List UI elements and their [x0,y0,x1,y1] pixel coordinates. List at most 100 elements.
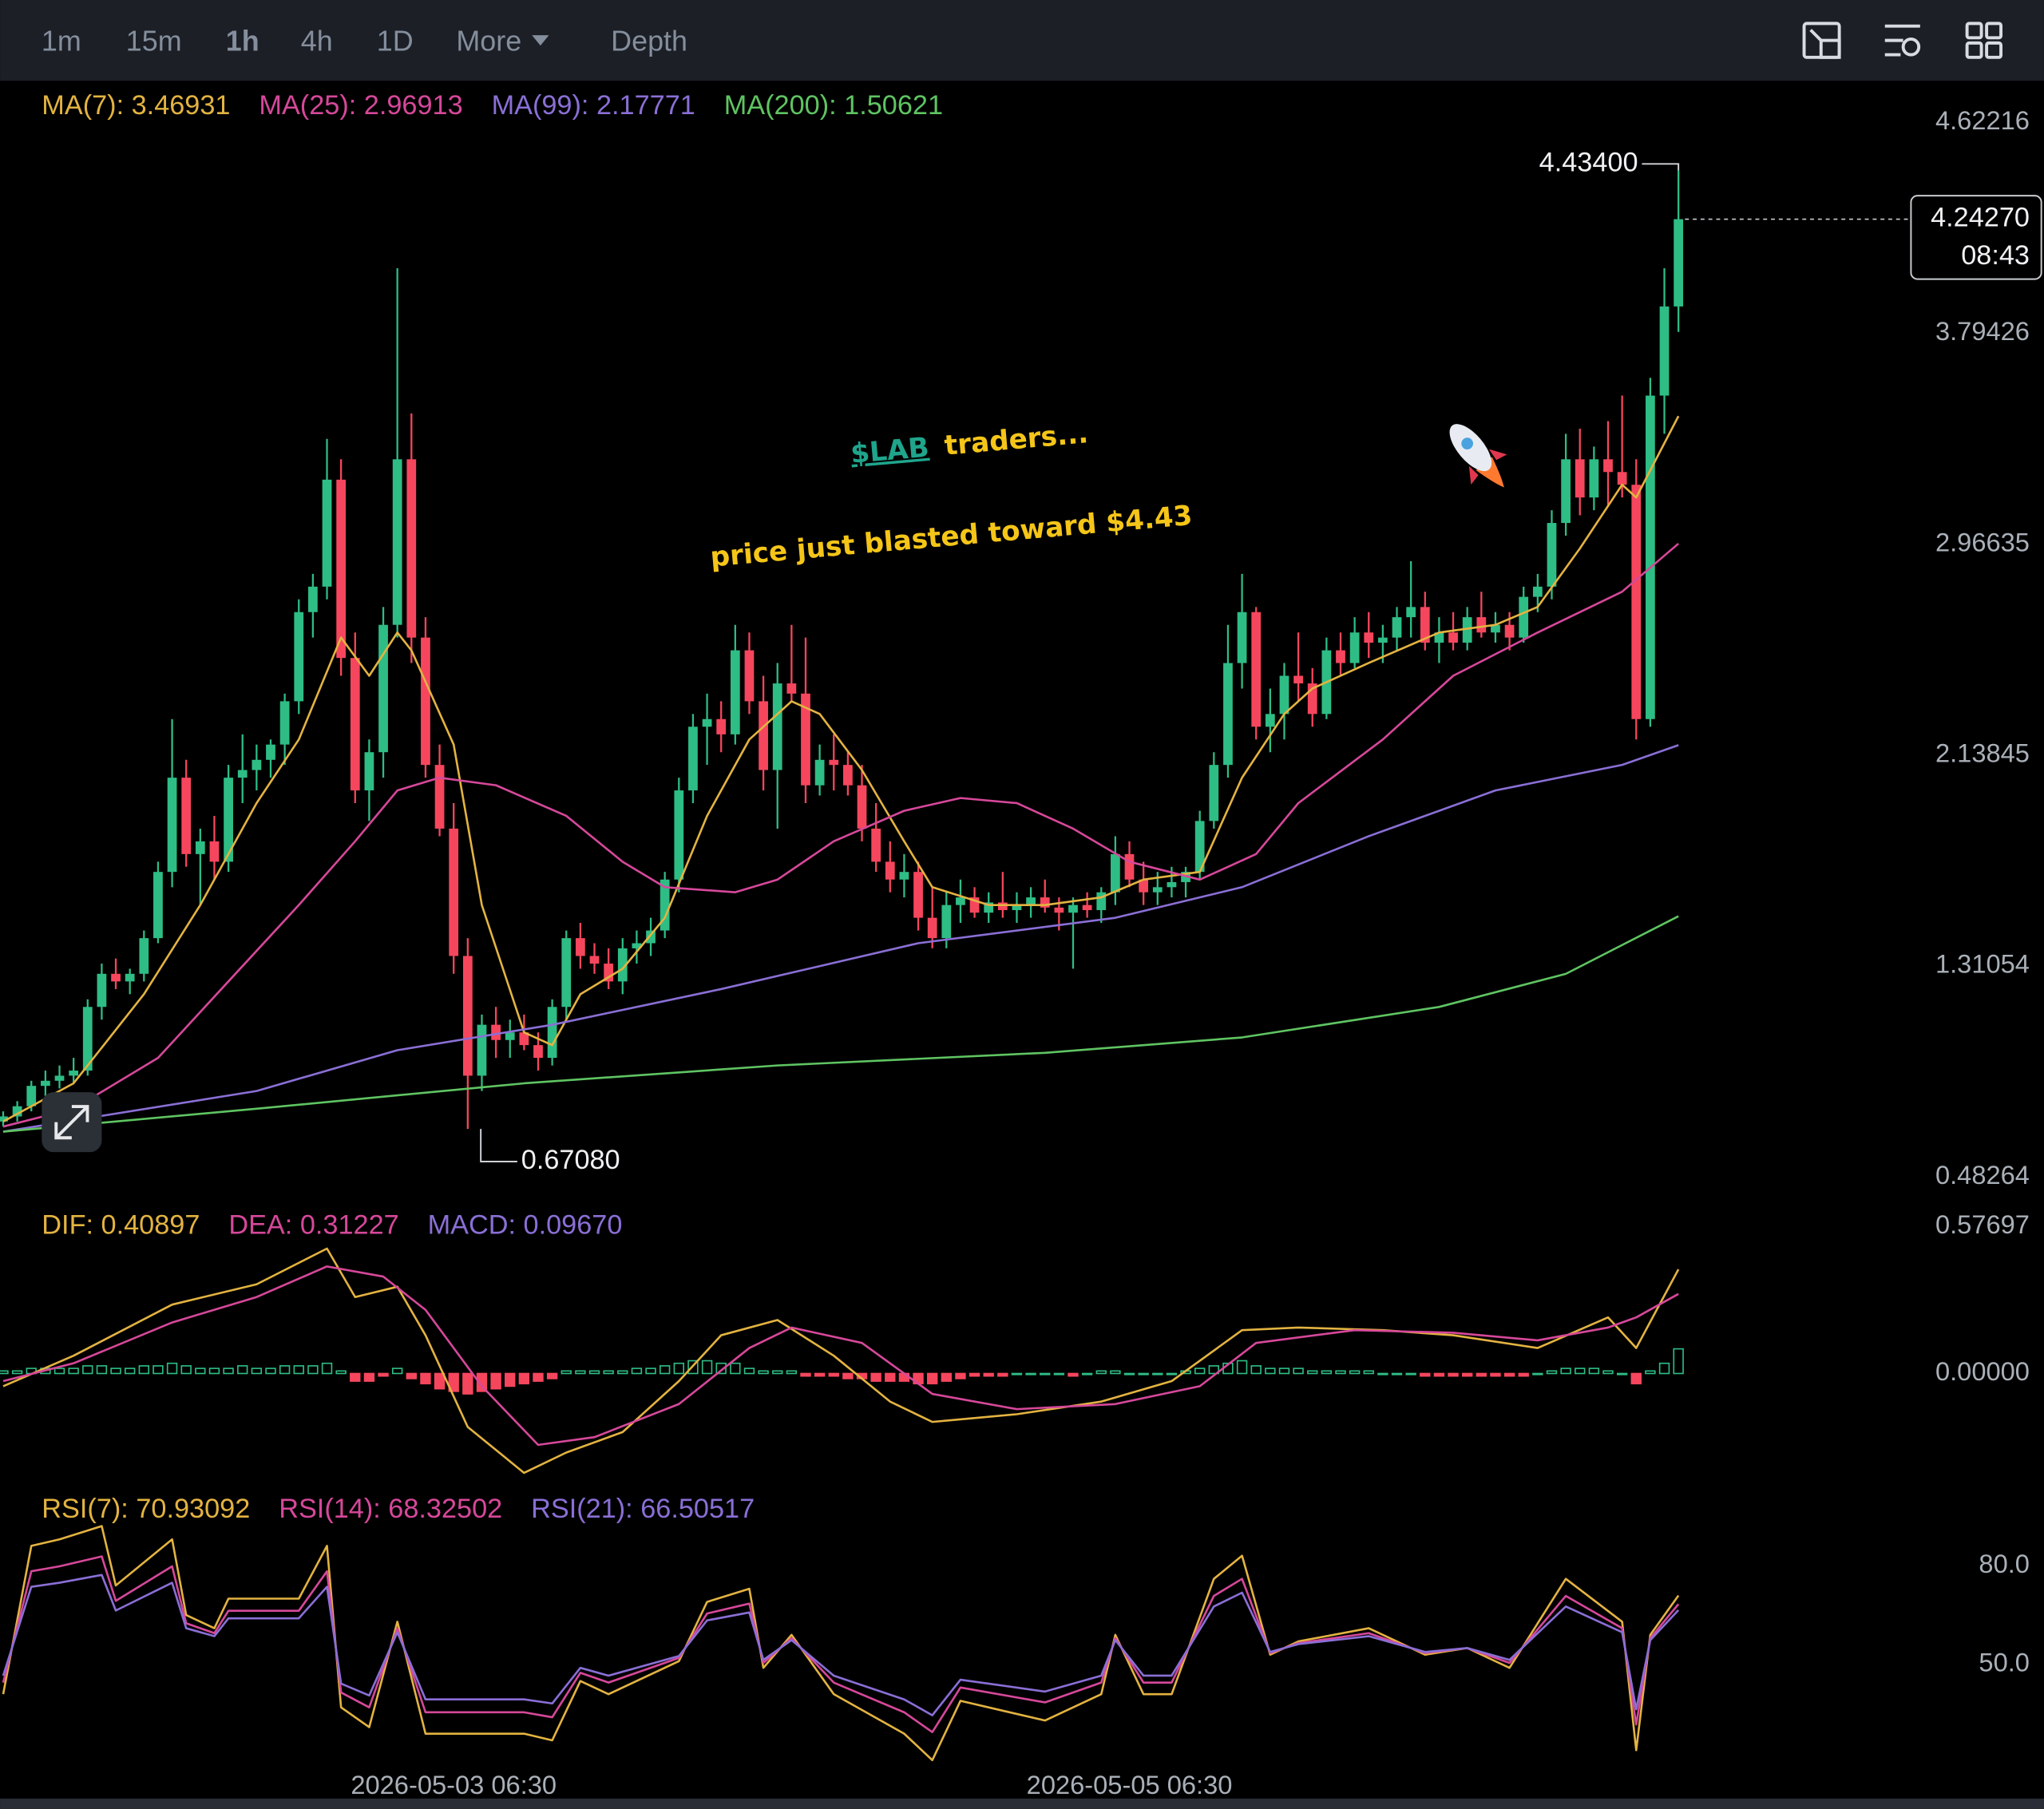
macd-bar [293,1365,304,1375]
macd-bar [1123,1372,1135,1376]
macd-bar [251,1368,263,1375]
candle-body [1561,459,1571,524]
candle-body [1434,632,1444,643]
macd-bar [575,1370,586,1375]
timeframe-tab[interactable]: 4h [301,24,333,57]
legend-entry: DIF: 0.40897 [42,1209,200,1240]
macd-bar [715,1362,727,1375]
macd-bar [420,1372,431,1385]
macd-bar [391,1368,403,1375]
candle-body [1406,607,1416,618]
candle-body [913,872,923,918]
candle-body [547,1007,557,1059]
macd-bar [786,1370,798,1375]
candle-body [533,1045,543,1059]
candle-body [1139,879,1149,893]
icon-cell [1965,41,1983,59]
candle-body [899,872,909,880]
indicator-line [2,542,1680,1128]
y-tick-label: 2.13845 [1935,738,2030,768]
macd-bar [1068,1372,1079,1377]
macd-bar [687,1360,699,1375]
plot-area: 4.62216 3.79426 2.96635 2.13845 1.31054 0.482… [0,90,2042,1799]
candle-body [322,479,332,587]
macd-bar [603,1370,614,1375]
settings-icon[interactable] [1884,24,1921,57]
macd-bar [941,1372,953,1382]
expand-button[interactable] [42,1092,102,1153]
candle-body [829,759,839,766]
macd-bar [561,1370,572,1375]
macd-bar [617,1370,628,1375]
price-marker-line [1642,163,1680,171]
candle-body [786,683,797,694]
icon-cell [1965,22,1983,40]
candle-body [434,765,445,829]
rocket-fins [1468,449,1507,485]
macd-bar [434,1372,446,1390]
macd-bar [476,1372,488,1392]
candle-body [1504,624,1515,638]
macd-bar [1518,1372,1529,1377]
legend-entry: RSI(7): 70.93092 [42,1494,250,1524]
timeframe-tab[interactable]: Depth [611,24,687,57]
macd-bar [1391,1372,1403,1376]
candle-body [1575,459,1585,498]
y-tick-label: 0.57697 [1935,1209,2030,1239]
candle-body [1293,675,1303,684]
caption-ticker: $LAB [850,431,930,469]
candle-body [1448,632,1458,643]
candle-body [237,770,248,778]
candle-body [209,841,220,862]
candle-body [1026,897,1036,905]
macd-bar [180,1365,192,1375]
layout-icon[interactable] [1965,22,2003,59]
last-price-label: 4.24270 [1931,203,2030,233]
macd-bar [1250,1365,1262,1375]
macd-bar [1490,1372,1501,1377]
macd-bar [208,1368,220,1375]
candle-body [1646,395,1655,719]
candle-body [927,917,937,939]
macd-bar [462,1372,473,1395]
macd-bar [1293,1368,1304,1375]
candle-body [1209,765,1219,821]
icon-lines [1884,24,1920,57]
candle-body [1124,853,1135,880]
icon-cell [1985,41,2003,59]
macd-bar [110,1368,121,1375]
timeframe-tab[interactable]: More [456,24,521,57]
macd-bar [279,1365,291,1375]
macd-bar [1377,1372,1388,1376]
last-price-box [1910,195,2042,280]
candle-body [561,938,572,1007]
candle-body [814,759,825,786]
candle-body [505,1032,515,1040]
candle-body [421,637,430,766]
candle-body [1392,617,1402,638]
timeframe-tab[interactable]: 1h [226,24,259,57]
macd-bar [828,1372,839,1377]
candle-body [1617,472,1627,485]
macd-bar [363,1372,375,1382]
timeframe-tab[interactable]: 1m [42,24,81,57]
icon-inner [1819,38,1841,59]
macd-bar [0,1370,9,1375]
candle-body [1603,459,1613,473]
candle-body [1349,632,1360,663]
candle-body [139,938,149,974]
macd-bar [1616,1372,1628,1376]
macd-bar [1307,1370,1318,1375]
candle-body [1054,907,1064,913]
legend-entry: MA(200): 1.50621 [724,90,943,121]
indicator-line [2,1265,1679,1447]
timeframe-tab[interactable]: 1D [377,24,414,57]
candle-body [1194,821,1205,873]
fullscreen-icon[interactable] [1802,22,1841,59]
timeframe-tab[interactable]: 15m [126,24,182,57]
candle-body [772,683,782,770]
indicator-line [2,415,1680,1122]
candle-body [617,948,628,982]
macd-bar [926,1372,938,1385]
